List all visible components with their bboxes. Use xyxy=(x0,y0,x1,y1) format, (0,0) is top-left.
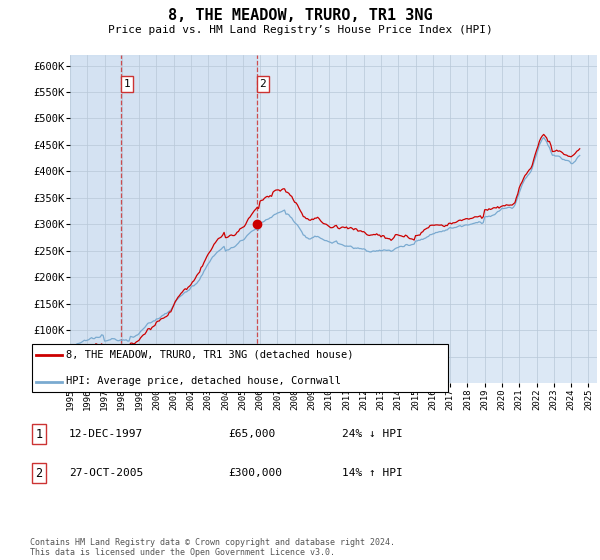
Text: £65,000: £65,000 xyxy=(228,429,275,439)
Text: 24% ↓ HPI: 24% ↓ HPI xyxy=(342,429,403,439)
Bar xyxy=(70,55,121,383)
Bar xyxy=(121,55,257,383)
Text: HPI: Average price, detached house, Cornwall: HPI: Average price, detached house, Corn… xyxy=(66,376,341,386)
Text: 1: 1 xyxy=(35,427,43,441)
Text: Price paid vs. HM Land Registry’s House Price Index (HPI): Price paid vs. HM Land Registry’s House … xyxy=(107,25,493,35)
Text: 2: 2 xyxy=(35,466,43,480)
Text: 27-OCT-2005: 27-OCT-2005 xyxy=(69,468,143,478)
Text: Contains HM Land Registry data © Crown copyright and database right 2024.
This d: Contains HM Land Registry data © Crown c… xyxy=(30,538,395,557)
Text: 1: 1 xyxy=(124,79,130,89)
Text: 2: 2 xyxy=(260,79,266,89)
FancyBboxPatch shape xyxy=(32,344,448,392)
Text: 8, THE MEADOW, TRURO, TR1 3NG: 8, THE MEADOW, TRURO, TR1 3NG xyxy=(167,8,433,23)
Text: 8, THE MEADOW, TRURO, TR1 3NG (detached house): 8, THE MEADOW, TRURO, TR1 3NG (detached … xyxy=(66,350,353,360)
Text: 14% ↑ HPI: 14% ↑ HPI xyxy=(342,468,403,478)
Text: £300,000: £300,000 xyxy=(228,468,282,478)
Text: 12-DEC-1997: 12-DEC-1997 xyxy=(69,429,143,439)
